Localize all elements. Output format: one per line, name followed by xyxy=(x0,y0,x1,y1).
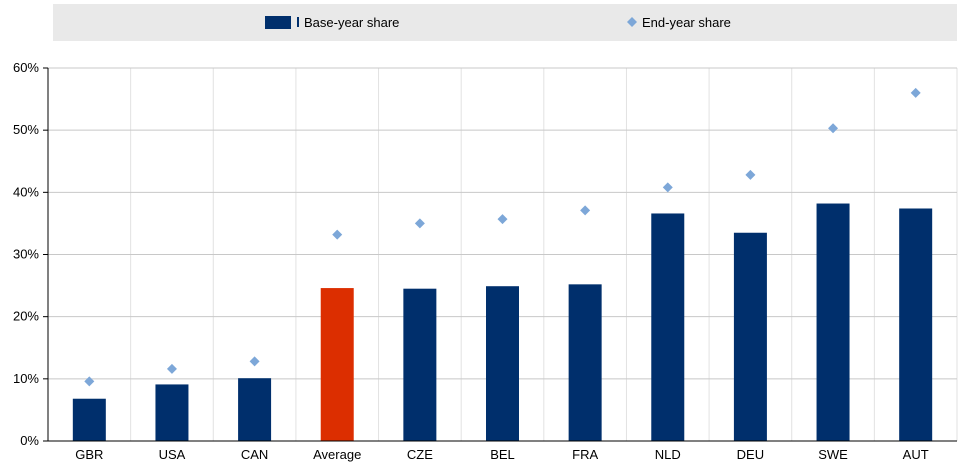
legend-swatch-end-year xyxy=(627,17,637,27)
bar-average xyxy=(320,288,354,441)
bars xyxy=(72,203,933,441)
x-tick-label: Average xyxy=(313,447,361,462)
y-tick-label: 0% xyxy=(20,433,39,448)
x-tick-label: CZE xyxy=(407,447,433,462)
x-tick-label: BEL xyxy=(490,447,515,462)
x-tick-label: DEU xyxy=(737,447,764,462)
y-tick-label: 30% xyxy=(13,247,39,262)
bar-deu xyxy=(733,232,767,441)
marker-usa xyxy=(166,363,177,374)
x-tick-label: CAN xyxy=(241,447,268,462)
legend-box xyxy=(53,4,957,41)
legend-label-base-year: Base-year share xyxy=(304,15,399,30)
marker-bel xyxy=(497,214,508,225)
bar-can xyxy=(238,378,272,441)
bar-gbr xyxy=(72,398,106,441)
bar-aut xyxy=(899,208,933,441)
grid xyxy=(48,67,958,441)
marker-cze xyxy=(414,218,425,229)
bar-bel xyxy=(486,286,519,441)
x-tick-label: NLD xyxy=(655,447,681,462)
y-axis: 0% 10% 20% 30% 40% 50% 60% xyxy=(13,60,49,448)
legend-swatch-tick xyxy=(297,17,299,27)
bar-nld xyxy=(651,213,685,441)
y-tick-label: 40% xyxy=(13,184,39,199)
marker-deu xyxy=(745,169,756,180)
marker-gbr xyxy=(84,376,95,387)
x-tick-label: AUT xyxy=(903,447,929,462)
legend-swatch-base-year xyxy=(265,16,291,29)
legend-label-end-year: End-year share xyxy=(642,15,731,30)
bar-swe xyxy=(816,203,850,441)
y-tick-label: 50% xyxy=(13,122,39,137)
end-year-markers xyxy=(84,87,921,387)
bar-fra xyxy=(568,284,602,441)
marker-can xyxy=(249,356,260,367)
marker-average xyxy=(332,229,343,240)
marker-nld xyxy=(662,182,673,193)
x-axis: GBR USA CAN Average CZE BEL FRA NLD DEU SWE AUT xyxy=(48,440,957,462)
x-tick-label: FRA xyxy=(572,447,598,462)
bar-cze xyxy=(403,288,437,441)
y-tick-label: 20% xyxy=(13,309,39,324)
marker-fra xyxy=(580,205,591,216)
marker-aut xyxy=(910,87,921,98)
bar-usa xyxy=(155,384,189,441)
x-tick-label: GBR xyxy=(75,447,103,462)
legend: Base-year share End-year share xyxy=(53,4,957,41)
x-tick-label: USA xyxy=(159,447,186,462)
y-tick-label: 10% xyxy=(13,371,39,386)
marker-swe xyxy=(828,123,839,134)
y-tick-label: 60% xyxy=(13,60,39,75)
x-tick-label: SWE xyxy=(818,447,848,462)
